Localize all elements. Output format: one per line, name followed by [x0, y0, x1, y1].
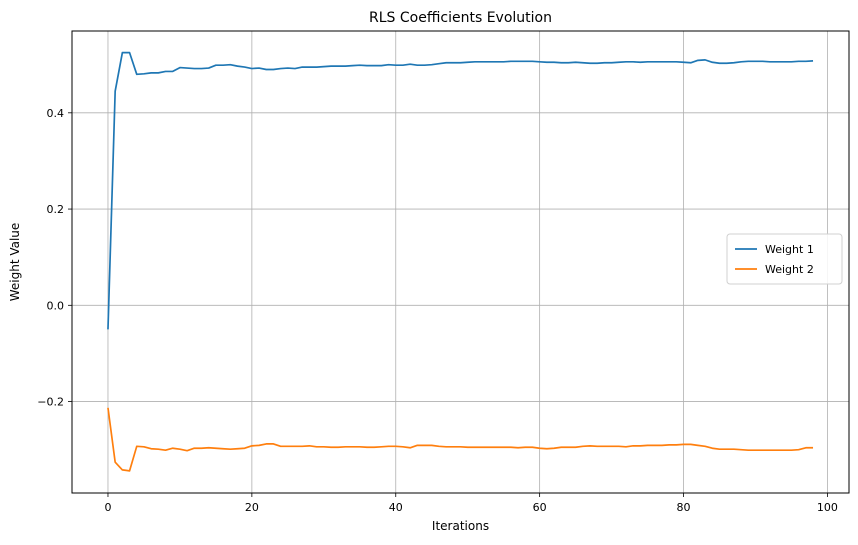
legend: Weight 1 Weight 2: [726, 233, 843, 285]
x-tick-label: 20: [245, 501, 259, 514]
y-tick-label: −0.2: [37, 396, 64, 409]
y-tick-label: 0.0: [47, 299, 65, 312]
x-tick-label: 0: [104, 501, 111, 514]
x-tick-label: 100: [817, 501, 838, 514]
x-tick-label: 80: [677, 501, 691, 514]
chart-title: RLS Coefficients Evolution: [369, 10, 552, 26]
y-axis-label: Weight Value: [8, 223, 22, 302]
ticks: 0 20 40 60 80 100 −0.2 0.0 0.2 0.4: [37, 107, 838, 514]
series-line-weight-1: [107, 51, 814, 330]
plot-lines: [107, 51, 814, 472]
x-axis-label: Iterations: [432, 519, 489, 533]
y-tick-label: 0.4: [47, 107, 65, 120]
plot-frame: [71, 30, 850, 494]
legend-label: Weight 2: [765, 263, 814, 276]
legend-box: [726, 233, 843, 285]
x-tick-label: 40: [389, 501, 403, 514]
series-line-weight-2: [107, 407, 814, 472]
y-tick-label: 0.2: [47, 203, 65, 216]
legend-label: Weight 1: [765, 243, 814, 256]
x-tick-label: 60: [533, 501, 547, 514]
